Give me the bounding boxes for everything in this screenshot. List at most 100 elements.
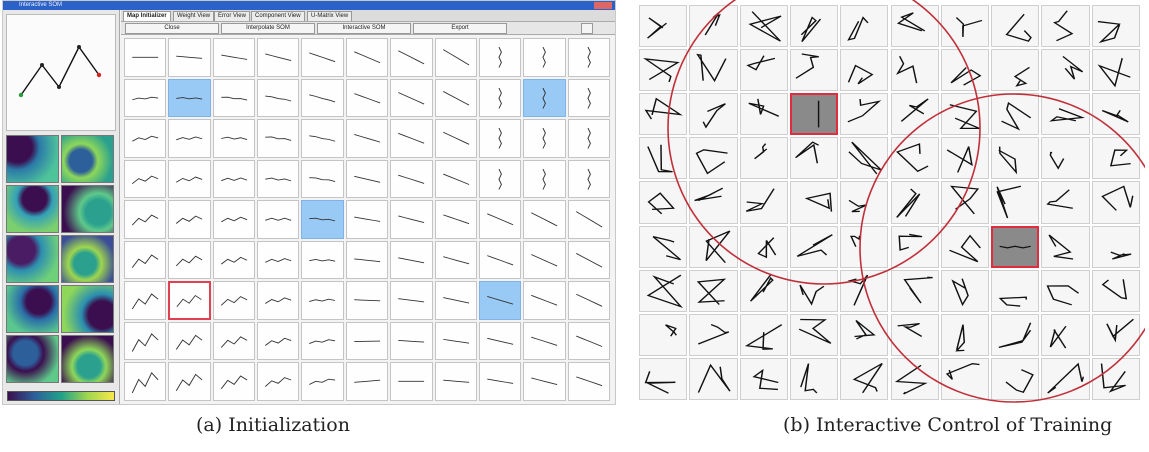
som-training-cell[interactable] xyxy=(991,137,1040,180)
som-training-cell[interactable] xyxy=(689,5,738,48)
som-training-cell[interactable] xyxy=(991,357,1040,400)
som-cell[interactable] xyxy=(345,119,389,158)
som-cell[interactable] xyxy=(523,321,566,361)
som-cell[interactable] xyxy=(523,240,566,280)
som-cell[interactable] xyxy=(434,119,477,158)
som-training-cell[interactable] xyxy=(689,181,738,224)
som-cell[interactable] xyxy=(257,78,300,118)
som-training-cell[interactable] xyxy=(890,5,939,48)
som-cell[interactable] xyxy=(168,200,211,239)
som-training-cell[interactable] xyxy=(890,137,939,180)
som-cell[interactable] xyxy=(567,362,610,401)
som-training-cell[interactable] xyxy=(1041,357,1090,400)
som-cell[interactable] xyxy=(434,321,477,361)
som-cell[interactable] xyxy=(212,159,256,199)
som-cell[interactable] xyxy=(523,119,566,158)
som-training-cell[interactable] xyxy=(689,313,738,356)
som-cell[interactable] xyxy=(212,281,256,320)
som-cell[interactable] xyxy=(124,321,167,361)
som-training-cell[interactable] xyxy=(639,313,688,356)
som-training-cell[interactable] xyxy=(890,357,939,400)
som-training-cell[interactable] xyxy=(789,5,839,48)
som-training-cell[interactable] xyxy=(940,5,990,48)
som-training-cell[interactable] xyxy=(739,357,788,400)
tab-component-view[interactable]: Component View xyxy=(251,11,305,21)
som-training-cell[interactable] xyxy=(789,313,839,356)
som-training-cell[interactable] xyxy=(940,313,990,356)
som-cell[interactable] xyxy=(434,38,477,77)
som-training-cell[interactable] xyxy=(789,269,839,312)
som-cell[interactable] xyxy=(301,119,344,158)
som-cell[interactable] xyxy=(434,200,477,239)
som-training-cell[interactable] xyxy=(940,137,990,180)
som-cell[interactable] xyxy=(212,362,256,401)
som-cell[interactable] xyxy=(124,119,167,158)
som-training-cell[interactable] xyxy=(1041,93,1090,136)
som-cell[interactable] xyxy=(567,78,610,118)
som-cell[interactable] xyxy=(301,321,344,361)
tab-map-initializer[interactable]: Map Initializer xyxy=(123,11,171,21)
som-cell[interactable] xyxy=(257,159,300,199)
som-training-cell[interactable] xyxy=(940,49,990,92)
som-cell[interactable] xyxy=(301,38,344,77)
som-cell[interactable] xyxy=(301,78,344,118)
som-training-cell[interactable] xyxy=(739,137,788,180)
som-cell[interactable] xyxy=(257,281,300,320)
som-training-cell[interactable] xyxy=(789,137,839,180)
som-training-cell[interactable] xyxy=(739,225,788,268)
som-cell[interactable] xyxy=(390,38,433,77)
som-training-cell[interactable] xyxy=(739,5,788,48)
som-training-cell[interactable] xyxy=(840,269,889,312)
component-plane-thumbnail[interactable] xyxy=(6,235,59,283)
som-training-cell[interactable] xyxy=(991,225,1040,268)
component-plane-thumbnail[interactable] xyxy=(61,185,114,233)
som-training-cell[interactable] xyxy=(1091,93,1140,136)
som-cell[interactable] xyxy=(523,281,566,320)
som-cell[interactable] xyxy=(345,240,389,280)
som-training-cell[interactable] xyxy=(840,49,889,92)
som-cell[interactable] xyxy=(257,38,300,77)
som-training-cell[interactable] xyxy=(1091,137,1140,180)
export-button[interactable]: Export xyxy=(413,23,507,34)
som-training-cell[interactable] xyxy=(689,225,738,268)
som-training-cell[interactable] xyxy=(689,357,738,400)
som-training-cell[interactable] xyxy=(1091,225,1140,268)
tab-u-matrix-view[interactable]: U-Matrix View xyxy=(307,11,353,21)
som-training-cell[interactable] xyxy=(739,93,788,136)
som-cell[interactable] xyxy=(390,240,433,280)
som-cell[interactable] xyxy=(567,281,610,320)
component-plane-thumbnail[interactable] xyxy=(6,135,59,183)
som-cell[interactable] xyxy=(212,119,256,158)
som-training-cell[interactable] xyxy=(940,357,990,400)
som-cell[interactable] xyxy=(301,240,344,280)
som-training-cell[interactable] xyxy=(739,269,788,312)
som-cell[interactable] xyxy=(168,119,211,158)
tab-weight-view[interactable]: Weight View xyxy=(173,11,215,21)
som-cell[interactable] xyxy=(124,159,167,199)
som-training-cell[interactable] xyxy=(1091,313,1140,356)
som-cell[interactable] xyxy=(168,281,211,320)
som-cell[interactable] xyxy=(390,119,433,158)
som-training-cell[interactable] xyxy=(1091,5,1140,48)
som-training-cell[interactable] xyxy=(689,93,738,136)
som-training-cell[interactable] xyxy=(639,225,688,268)
component-plane-thumbnail[interactable] xyxy=(6,185,59,233)
som-cell[interactable] xyxy=(257,119,300,158)
som-training-cell[interactable] xyxy=(840,137,889,180)
som-cell[interactable] xyxy=(390,78,433,118)
som-cell[interactable] xyxy=(257,240,300,280)
som-cell[interactable] xyxy=(212,200,256,239)
som-training-cell[interactable] xyxy=(639,181,688,224)
som-training-cell[interactable] xyxy=(890,181,939,224)
som-cell[interactable] xyxy=(301,159,344,199)
som-cell[interactable] xyxy=(567,38,610,77)
som-cell[interactable] xyxy=(124,362,167,401)
som-cell[interactable] xyxy=(478,38,522,77)
som-cell[interactable] xyxy=(168,240,211,280)
som-cell[interactable] xyxy=(345,159,389,199)
som-cell[interactable] xyxy=(168,362,211,401)
component-plane-thumbnail[interactable] xyxy=(61,135,114,183)
som-training-cell[interactable] xyxy=(639,5,688,48)
som-cell[interactable] xyxy=(168,321,211,361)
som-training-cell[interactable] xyxy=(890,93,939,136)
